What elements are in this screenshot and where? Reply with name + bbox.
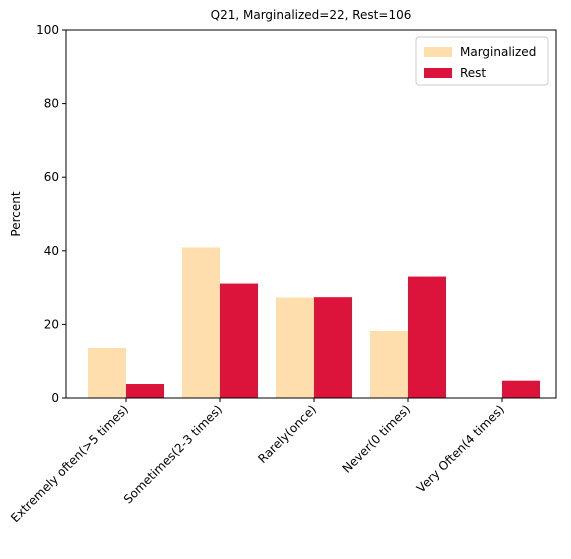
y-tick-label: 20 xyxy=(44,317,59,331)
y-tick-label: 80 xyxy=(44,97,59,111)
y-axis: 0 20 40 60 80 100 xyxy=(36,23,66,405)
x-axis: Extremely often(>5 times)Sometimes(2-3 t… xyxy=(8,398,507,525)
legend-label-rest: Rest xyxy=(460,66,486,80)
y-axis-label: Percent xyxy=(9,191,23,236)
bar-marginalized-1 xyxy=(182,247,220,398)
legend: Marginalized Rest xyxy=(415,36,549,86)
legend-swatch-marginalized xyxy=(424,47,452,57)
bar-marginalized-0 xyxy=(88,347,126,398)
x-tick-label: Very Often(4 times) xyxy=(414,402,507,495)
bar-marginalized-2 xyxy=(276,297,314,398)
bars-layer xyxy=(88,247,540,398)
legend-label-marginalized: Marginalized xyxy=(460,45,536,59)
bar-rest-2 xyxy=(314,297,352,398)
bar-rest-0 xyxy=(126,384,164,398)
y-tick-label: 100 xyxy=(36,23,59,37)
plot-frame xyxy=(65,29,557,399)
bar-rest-3 xyxy=(408,276,446,398)
x-tick-label: Sometimes(2-3 times) xyxy=(121,402,225,506)
y-tick-label: 60 xyxy=(44,170,59,184)
y-tick-label: 40 xyxy=(44,244,59,258)
y-tick-label: 0 xyxy=(51,391,59,405)
x-tick-label: Extremely often(>5 times) xyxy=(8,402,131,525)
bar-rest-4 xyxy=(502,380,540,398)
bar-marginalized-3 xyxy=(370,331,408,398)
chart-title: Q21, Marginalized=22, Rest=106 xyxy=(211,8,412,22)
bar-rest-1 xyxy=(220,283,258,398)
x-tick-label: Never(0 times) xyxy=(340,402,414,476)
x-tick-label: Rarely(once) xyxy=(255,402,319,466)
legend-swatch-rest xyxy=(424,68,452,78)
